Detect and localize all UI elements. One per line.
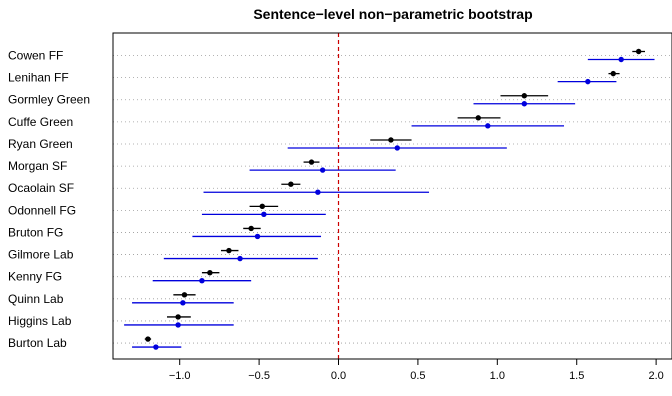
data-point bbox=[259, 203, 265, 210]
data-point bbox=[288, 181, 294, 187]
data-point bbox=[181, 292, 188, 298]
x-tick-label: −1.0 bbox=[169, 370, 191, 382]
category-label: Gilmore Lab bbox=[8, 248, 74, 262]
data-point bbox=[521, 93, 528, 99]
category-label: Odonnell FG bbox=[8, 203, 76, 217]
data-point bbox=[521, 101, 528, 107]
category-label: Bruton FG bbox=[8, 225, 63, 239]
data-point bbox=[254, 233, 261, 240]
category-label: Higgins Lab bbox=[8, 314, 72, 328]
data-point bbox=[319, 167, 326, 173]
x-tick-label: 0.0 bbox=[331, 370, 346, 382]
data-point bbox=[199, 278, 205, 284]
data-point bbox=[248, 225, 254, 232]
data-point bbox=[388, 137, 394, 143]
data-point bbox=[145, 336, 151, 342]
data-point bbox=[175, 322, 181, 328]
data-point bbox=[226, 247, 232, 254]
category-label: Quinn Lab bbox=[8, 292, 64, 306]
data-point bbox=[635, 48, 642, 55]
data-point bbox=[308, 159, 315, 165]
category-label: Kenny FG bbox=[8, 270, 62, 284]
category-label: Gormley Green bbox=[8, 93, 90, 107]
category-label: Lenihan FF bbox=[8, 71, 69, 85]
x-tick-label: 0.5 bbox=[410, 370, 425, 382]
plot-area bbox=[113, 33, 672, 359]
data-point bbox=[394, 145, 400, 151]
category-label: Cuffe Green bbox=[8, 115, 73, 129]
data-point bbox=[153, 344, 159, 350]
data-point bbox=[485, 123, 491, 129]
data-point bbox=[261, 211, 267, 218]
category-label: Ryan Green bbox=[8, 137, 73, 151]
x-tick-label: 1.5 bbox=[569, 370, 584, 382]
data-point bbox=[610, 70, 616, 77]
data-point bbox=[180, 300, 186, 306]
x-tick-label: 1.0 bbox=[490, 370, 505, 382]
category-label: Cowen FF bbox=[8, 49, 63, 63]
data-point bbox=[475, 115, 481, 121]
x-tick-label: −0.5 bbox=[248, 370, 270, 382]
category-label: Burton Lab bbox=[8, 336, 67, 350]
chart-title: Sentence−level non−parametric bootstrap bbox=[253, 6, 532, 22]
category-label: Ocaolain SF bbox=[8, 181, 74, 195]
data-point bbox=[237, 255, 243, 262]
data-point bbox=[585, 78, 591, 85]
x-tick-label: 2.0 bbox=[648, 370, 663, 382]
data-point bbox=[315, 189, 321, 195]
data-point bbox=[207, 270, 213, 276]
data-point bbox=[175, 314, 181, 320]
data-point bbox=[618, 56, 624, 63]
category-label: Morgan SF bbox=[8, 159, 67, 173]
